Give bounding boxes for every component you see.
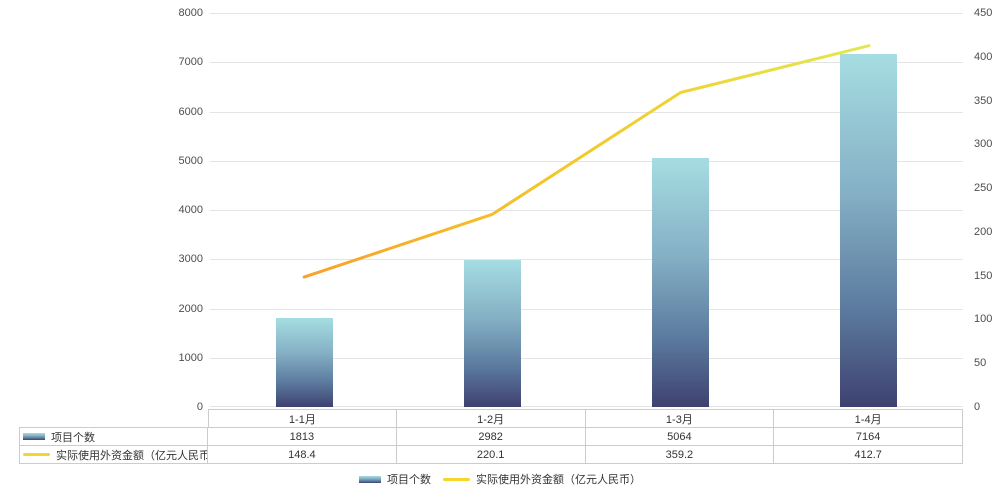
- left-axis-tick-label: 7000: [178, 56, 203, 69]
- legend-label: 项目个数: [387, 474, 431, 486]
- right-axis-tick-label: 100: [974, 313, 993, 326]
- gridline: [210, 112, 963, 113]
- right-axis-tick-label: 300: [974, 138, 993, 151]
- table-row: 实际使用外资金额（亿元人民币） 148.4 220.1 359.2 412.7: [19, 445, 963, 464]
- legend: 项目个数 实际使用外资金额（亿元人民币）: [0, 471, 1000, 487]
- gridline: [210, 259, 963, 260]
- left-axis-tick-label: 4000: [178, 204, 203, 216]
- table-category-cell: 1-4月: [774, 409, 963, 427]
- table-series-name: 实际使用外资金额（亿元人民币）: [56, 449, 208, 462]
- gridline: [210, 62, 963, 63]
- table-value-cell: 7164: [774, 427, 963, 445]
- gridline: [210, 161, 963, 162]
- bar-series-swatch-icon: [23, 433, 45, 440]
- table-category-cell: 1-2月: [396, 409, 586, 427]
- line-series-svg: [302, 44, 871, 279]
- bar-1-1月[interactable]: [276, 318, 333, 407]
- table-series-label-cell: 实际使用外资金额（亿元人民币）: [19, 445, 208, 464]
- right-axis-tick-label: 350: [974, 94, 993, 107]
- table-row: 项目个数 1813 2982 5064 7164: [19, 427, 963, 445]
- gridline: [210, 358, 963, 359]
- legend-label: 实际使用外资金额（亿元人民币）: [476, 474, 641, 486]
- right-axis-tick-label: 450: [974, 7, 993, 19]
- right-axis-tick-label: 50: [974, 357, 987, 370]
- left-axis-tick-label: 8000: [178, 7, 203, 19]
- left-axis-tick-label: 6000: [178, 105, 203, 118]
- bar-series-swatch-icon: [359, 475, 381, 483]
- bar-1-2月[interactable]: [464, 260, 521, 407]
- right-axis-tick-label: 200: [974, 225, 993, 238]
- table-value-cell: 5064: [585, 427, 775, 445]
- bar-1-4月[interactable]: [840, 54, 897, 407]
- gridline: [210, 210, 963, 211]
- left-axis-tick-label: 3000: [178, 253, 203, 266]
- table-value-cell: 220.1: [396, 445, 586, 464]
- right-axis-tick-label: 150: [974, 269, 993, 282]
- table-value-cell: 1813: [208, 427, 397, 445]
- right-axis-tick-label: 0: [974, 401, 981, 413]
- gridline: [210, 309, 963, 310]
- table-series-name: 项目个数: [51, 431, 95, 444]
- right-axis-tick-label: 400: [974, 50, 993, 63]
- table-value-cell: 148.4: [208, 445, 397, 464]
- left-axis-tick-label: 2000: [178, 302, 203, 315]
- left-axis-tick-label: 1000: [178, 351, 203, 364]
- table-series-label-cell: 项目个数: [19, 427, 208, 445]
- line-series-swatch-icon: [443, 477, 470, 481]
- left-axis-tick-label: 5000: [178, 154, 203, 167]
- table-category-cell: 1-1月: [208, 409, 397, 427]
- table-row: 1-1月 1-2月 1-3月 1-4月: [208, 409, 963, 427]
- left-axis-tick-label: 0: [196, 401, 203, 413]
- legend-item-bar[interactable]: 项目个数: [359, 471, 431, 487]
- gridline: [210, 406, 963, 407]
- table-value-cell: 2982: [396, 427, 586, 445]
- table-value-cell: 359.2: [585, 445, 775, 464]
- bar-1-3月[interactable]: [652, 158, 709, 407]
- table-category-cell: 1-3月: [585, 409, 775, 427]
- table-value-cell: 412.7: [774, 445, 963, 464]
- line-series-swatch-icon: [23, 453, 50, 456]
- legend-item-line[interactable]: 实际使用外资金额（亿元人民币）: [443, 471, 641, 487]
- gridline: [210, 13, 963, 14]
- right-axis-tick-label: 250: [974, 182, 993, 195]
- line-series-path: [302, 44, 871, 279]
- plot-area: [210, 13, 963, 407]
